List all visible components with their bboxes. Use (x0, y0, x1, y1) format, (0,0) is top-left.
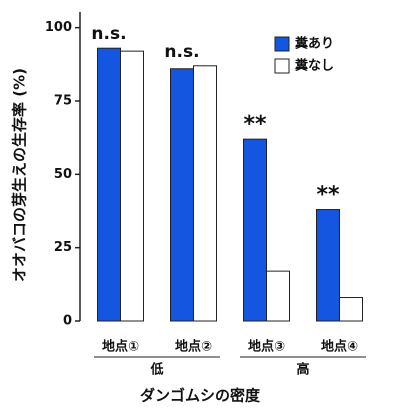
legend-label: 糞なし (294, 58, 334, 74)
bar (120, 50, 144, 322)
annotation: n.s. (164, 42, 199, 62)
bar (266, 270, 290, 322)
bar (316, 209, 340, 322)
x-tick-label: 地点④ (321, 339, 358, 355)
annotation: ** (316, 183, 340, 208)
y-tick-label: 0 (63, 314, 72, 329)
x-tick-label: 地点② (175, 339, 212, 355)
group-label: 高 (296, 362, 309, 378)
annotation: ** (243, 112, 267, 137)
x-axis-title: ダンゴムシの密度 (140, 387, 261, 405)
x-tick-label: 地点① (102, 339, 139, 355)
x-tick-label: 地点③ (248, 339, 285, 355)
bar (170, 68, 194, 322)
y-tick-label: 50 (54, 167, 72, 182)
y-axis-title: オオバコの芽生えの生存率 (%) (11, 68, 29, 282)
legend-label: 糞あり (294, 36, 334, 52)
y-tick-label: 100 (45, 20, 72, 35)
bar (339, 297, 363, 322)
bar (193, 65, 217, 322)
annotation: n.s. (91, 24, 126, 44)
legend-swatch (274, 36, 290, 52)
group-label: 低 (149, 362, 163, 378)
y-tick-label: 25 (54, 240, 72, 255)
bar (97, 47, 121, 322)
bar (243, 138, 267, 322)
y-tick-label: 75 (54, 94, 72, 109)
legend-swatch (274, 58, 290, 74)
